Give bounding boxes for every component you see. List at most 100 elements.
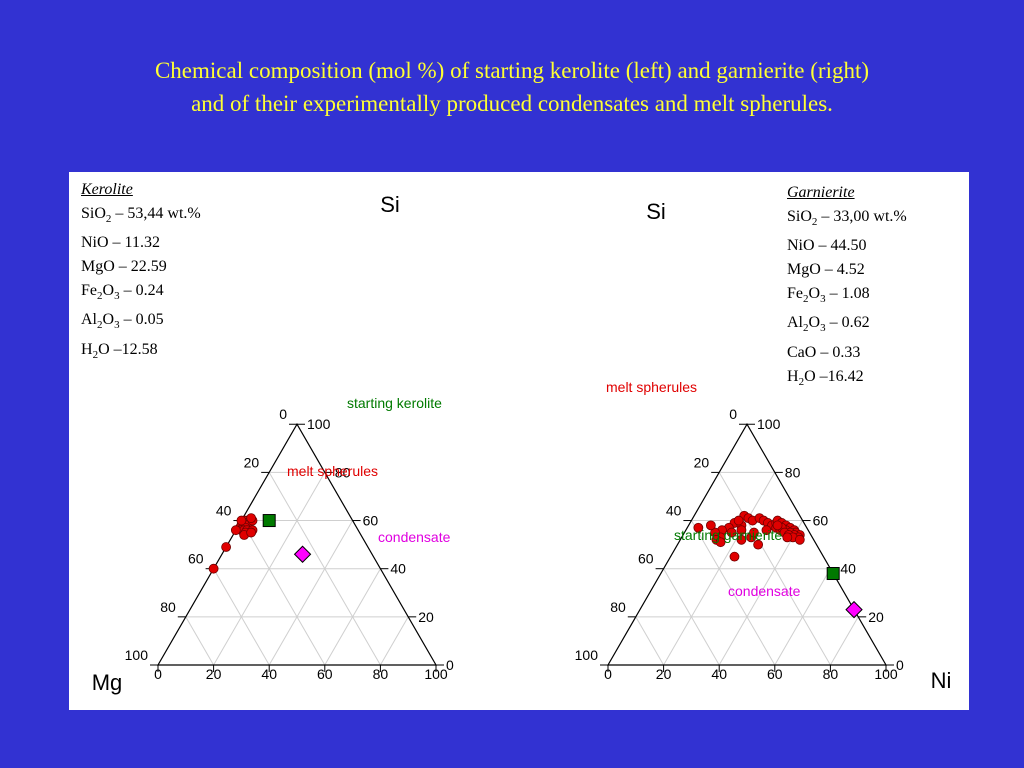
garnierite-grid-ni-80 [829, 616, 859, 666]
kerolite-line-nio: NiO – 11.32 [81, 234, 160, 252]
kerolite-bottom-tick-label: 0 [154, 666, 162, 682]
kerolite-melt-point-18 [230, 525, 241, 536]
kerolite-right-tick-label: 60 [363, 513, 379, 529]
kerolite-line-sio2: SiO2 – 53,44 wt.% [81, 205, 201, 226]
vertex-label-mg: Mg [92, 670, 123, 695]
garnierite-line-fe2o3: Fe2O3 – 1.08 [787, 285, 870, 306]
garnierite-line-mgo: MgO – 4.52 [787, 261, 865, 279]
kerolite-line-al2o3: Al2O3 – 0.05 [81, 311, 164, 332]
garnierite-left-tick-label: 80 [610, 599, 626, 615]
ternary-diagrams: 0100020802040604060406080208010001000100… [92, 192, 952, 695]
kerolite-bottom-tick-label: 80 [373, 666, 389, 682]
garnierite-condensate-label: condensate [728, 583, 801, 599]
kerolite-melt-point-20 [221, 542, 232, 552]
garnierite-condensate-marker [845, 600, 863, 619]
garnierite-right-tick-label: 60 [813, 513, 829, 529]
garnierite-bottom-tick-label: 60 [767, 666, 783, 682]
garnierite-line-cao: CaO – 0.33 [787, 343, 861, 361]
kerolite-bottom-tick-label: 40 [261, 666, 277, 682]
garnierite-left-tick-label: 100 [575, 647, 599, 663]
garnierite-right-tick-label: 0 [896, 657, 904, 673]
garnierite-melt-point-36 [736, 525, 747, 536]
garnierite-left-tick-label: 0 [729, 406, 737, 422]
kerolite-left-tick-label: 80 [160, 599, 176, 615]
garnierite-grid-mg-40 [690, 520, 776, 666]
garnierite-heading: Garnierite [787, 184, 855, 201]
kerolite-starting-label: starting kerolite [347, 395, 442, 411]
garnierite-melt-point-39 [736, 534, 747, 545]
kerolite-condensate-label: condensate [378, 529, 451, 545]
garnierite-melt-point-26 [772, 520, 783, 531]
garnierite-melt-point-42 [705, 520, 716, 531]
garnierite-right-tick-label: 20 [868, 609, 884, 625]
garnierite-melt-point-30 [794, 534, 805, 545]
kerolite-right-tick-label: 40 [390, 561, 406, 577]
garnierite-line-al2o3: Al2O3 – 0.62 [787, 314, 870, 335]
garnierite-melt-label: melt spherules [606, 379, 697, 395]
kerolite-right-tick-label: 20 [418, 609, 434, 625]
garnierite-melt-point-46 [753, 539, 764, 550]
kerolite-melt-point-21 [208, 563, 219, 574]
kerolite-grid-ni-80 [379, 616, 409, 666]
garnierite-melt-point-48 [749, 527, 759, 538]
kerolite-composition: Kerolite SiO2 – 53,44 wt.% NiO – 11.32 M… [81, 178, 201, 367]
garnierite-line-h2o: H2O –16.42 [787, 367, 864, 388]
kerolite-right-tick-label: 80 [335, 464, 351, 480]
garnierite-left-tick-label: 60 [638, 551, 654, 567]
garnierite-composition: Garnierite SiO2 – 33,00 wt.% NiO – 44.50… [787, 181, 907, 394]
garnierite-grid-mg-60 [663, 568, 720, 666]
garnierite-left-tick-label: 40 [666, 503, 682, 519]
kerolite-bottom-tick-label: 100 [424, 666, 448, 682]
kerolite-line-h2o: H2O –12.58 [81, 340, 158, 361]
kerolite-left-tick-label: 100 [125, 647, 149, 663]
garnierite-triangle-frame [606, 423, 888, 666]
garnierite-bottom-tick-label: 20 [656, 666, 672, 682]
garnierite-right-tick-label: 80 [785, 464, 801, 480]
kerolite-grid-mg-40 [240, 520, 326, 666]
garnierite-melt-point-37 [726, 527, 737, 538]
garnierite-melt-point-45 [715, 537, 726, 548]
kerolite-melt-point-16 [246, 527, 257, 538]
garnierite-bottom-tick-label: 40 [711, 666, 727, 682]
garnierite-melt-point-49 [761, 525, 772, 536]
slide-title-line-2: and of their experimentally produced con… [191, 91, 833, 116]
kerolite-melt-point-17 [236, 515, 247, 526]
kerolite-left-tick-label: 0 [279, 406, 287, 422]
kerolite-line-mgo: MgO – 22.59 [81, 258, 167, 276]
kerolite-bottom-tick-label: 20 [206, 666, 222, 682]
kerolite-grid-ni-40 [268, 520, 354, 666]
diagram-panel: 0 100 0 20 80 20 40 60 40 60 40 60 80 20 80 100 0 100 0 100… [69, 172, 969, 710]
vertex-label-si-right: Si [646, 199, 666, 224]
garnierite-starting-marker [826, 567, 840, 581]
slide-title-line-1: Chemical composition (mol %) of starting… [154, 58, 870, 83]
kerolite-left-tick-label: 40 [216, 503, 232, 519]
kerolite-grid-ni-60 [324, 568, 381, 666]
garnierite-bottom-tick-label: 0 [604, 666, 612, 682]
kerolite-condensate-marker [293, 545, 312, 563]
garnierite-bottom-tick-label: 80 [823, 666, 839, 682]
garnierite-melt-point-43 [693, 522, 704, 533]
kerolite-melt-label: melt spherules [287, 463, 378, 479]
garnierite-starting-label: starting garnierite [674, 527, 782, 543]
kerolite-left-tick-label: 20 [244, 454, 260, 470]
kerolite-line-fe2o3: Fe2O3 – 0.24 [81, 282, 164, 303]
kerolite-grid-mg-60 [213, 568, 270, 666]
garnierite-line-nio: NiO – 44.50 [787, 237, 867, 255]
kerolite-bottom-tick-label: 60 [317, 666, 333, 682]
kerolite-grid-mg-80 [185, 616, 215, 666]
garnierite-line-sio2: SiO2 – 33,00 wt.% [787, 208, 907, 229]
garnierite-melt-point-50 [729, 551, 740, 562]
garnierite-melt-point-31 [782, 532, 793, 543]
garnierite-bottom-tick-label: 100 [874, 666, 898, 682]
vertex-label-ni: Ni [931, 668, 952, 693]
garnierite-left-tick-label: 20 [694, 454, 710, 470]
vertex-label-si-left: Si [380, 192, 400, 217]
kerolite-heading: Kerolite [81, 181, 133, 198]
slide-title: Chemical composition (mol %) of starting… [0, 54, 1024, 120]
kerolite-melt-point-19 [246, 513, 257, 524]
garnierite-grid-ni-40 [718, 520, 804, 666]
garnierite-grid-ni-60 [774, 568, 831, 666]
kerolite-left-tick-label: 60 [188, 551, 204, 567]
garnierite-grid-mg-80 [635, 616, 665, 666]
garnierite-melt-point-47 [733, 515, 744, 526]
